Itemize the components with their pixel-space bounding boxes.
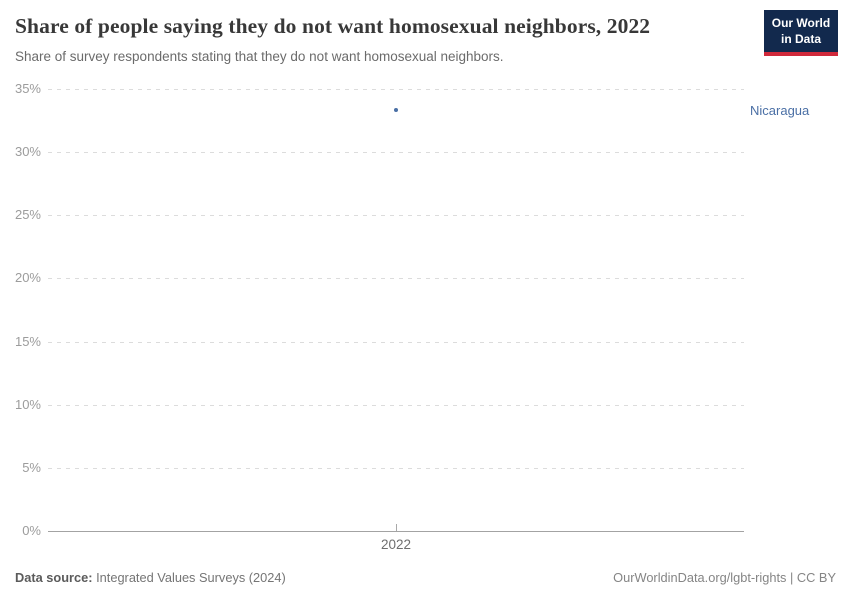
y-axis-tick-label: 0% — [22, 523, 41, 538]
chart-subtitle: Share of survey respondents stating that… — [15, 49, 504, 64]
owid-logo-line2: in Data — [780, 31, 821, 46]
y-axis-tick-label: 35% — [14, 81, 41, 96]
y-gridline — [48, 404, 744, 406]
y-gridline — [48, 215, 744, 217]
y-axis-tick-label: 25% — [14, 207, 41, 223]
x-axis-tick-label: 2022 — [380, 537, 412, 552]
page-title: Share of people saying they do not want … — [15, 14, 651, 38]
owid-logo[interactable]: Our World in Data — [764, 10, 838, 57]
y-axis-tick-label: 20% — [14, 270, 41, 286]
y-gridline — [48, 467, 744, 469]
y-axis-tick-label: 15% — [14, 333, 41, 349]
y-axis-tick-label: 5% — [22, 459, 41, 475]
y-axis-tick-label: 10% — [14, 396, 41, 412]
chart-footer: Data source: Integrated Values Surveys (… — [15, 570, 836, 585]
y-gridline — [48, 152, 744, 154]
y-axis-tick-label: 30% — [14, 144, 41, 160]
data-source-note: Data source: Integrated Values Surveys (… — [15, 570, 286, 585]
x-axis-line — [48, 531, 744, 532]
y-gridline — [48, 278, 744, 280]
y-gridline — [48, 341, 744, 343]
data-point-nicaragua[interactable] — [394, 108, 398, 113]
y-gridline — [48, 89, 744, 90]
entity-label-nicaragua[interactable]: Nicaragua — [750, 103, 810, 119]
data-source-value: Integrated Values Surveys (2024) — [96, 570, 286, 585]
data-source-label: Data source: — [15, 570, 93, 585]
x-axis-tick — [396, 524, 397, 531]
owid-logo-line1: Our World — [771, 16, 831, 30]
license-link[interactable]: OurWorldinData.org/lgbt-rights | CC BY — [613, 570, 836, 585]
